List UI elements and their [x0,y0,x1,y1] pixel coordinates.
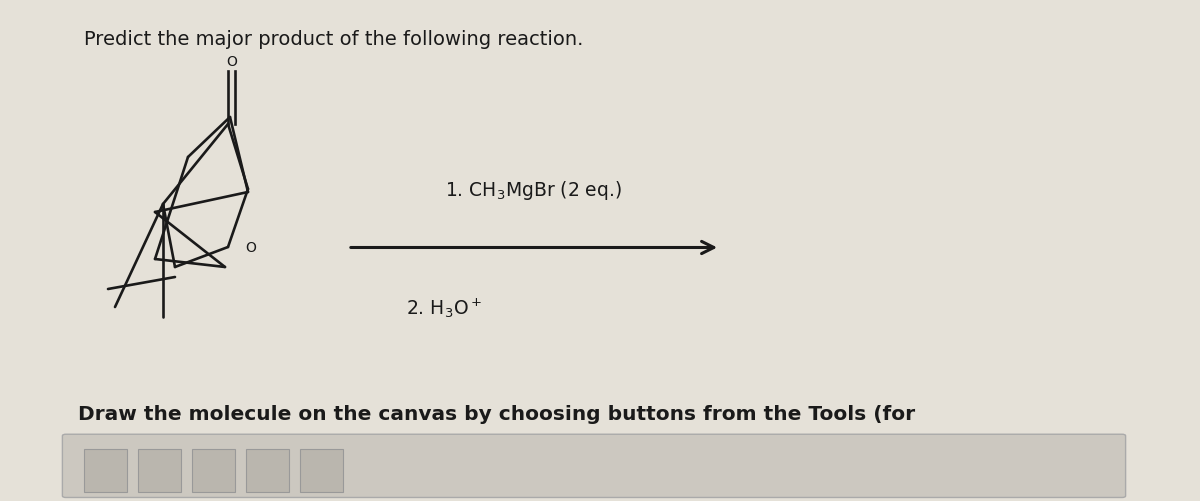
Bar [246,449,289,492]
FancyBboxPatch shape [62,434,1126,497]
Bar [138,449,181,492]
Text: 1. CH$_3$MgBr (2 eq.): 1. CH$_3$MgBr (2 eq.) [445,179,623,202]
Bar [192,449,235,492]
Text: 2. H$_3$O$^+$: 2. H$_3$O$^+$ [406,297,482,320]
Text: Predict the major product of the following reaction.: Predict the major product of the followi… [84,30,583,49]
Text: Draw the molecule on the canvas by choosing buttons from the Tools (for: Draw the molecule on the canvas by choos… [78,404,916,423]
Bar [300,449,343,492]
Text: O: O [226,56,238,69]
Bar [84,449,127,492]
Text: O: O [245,240,256,255]
